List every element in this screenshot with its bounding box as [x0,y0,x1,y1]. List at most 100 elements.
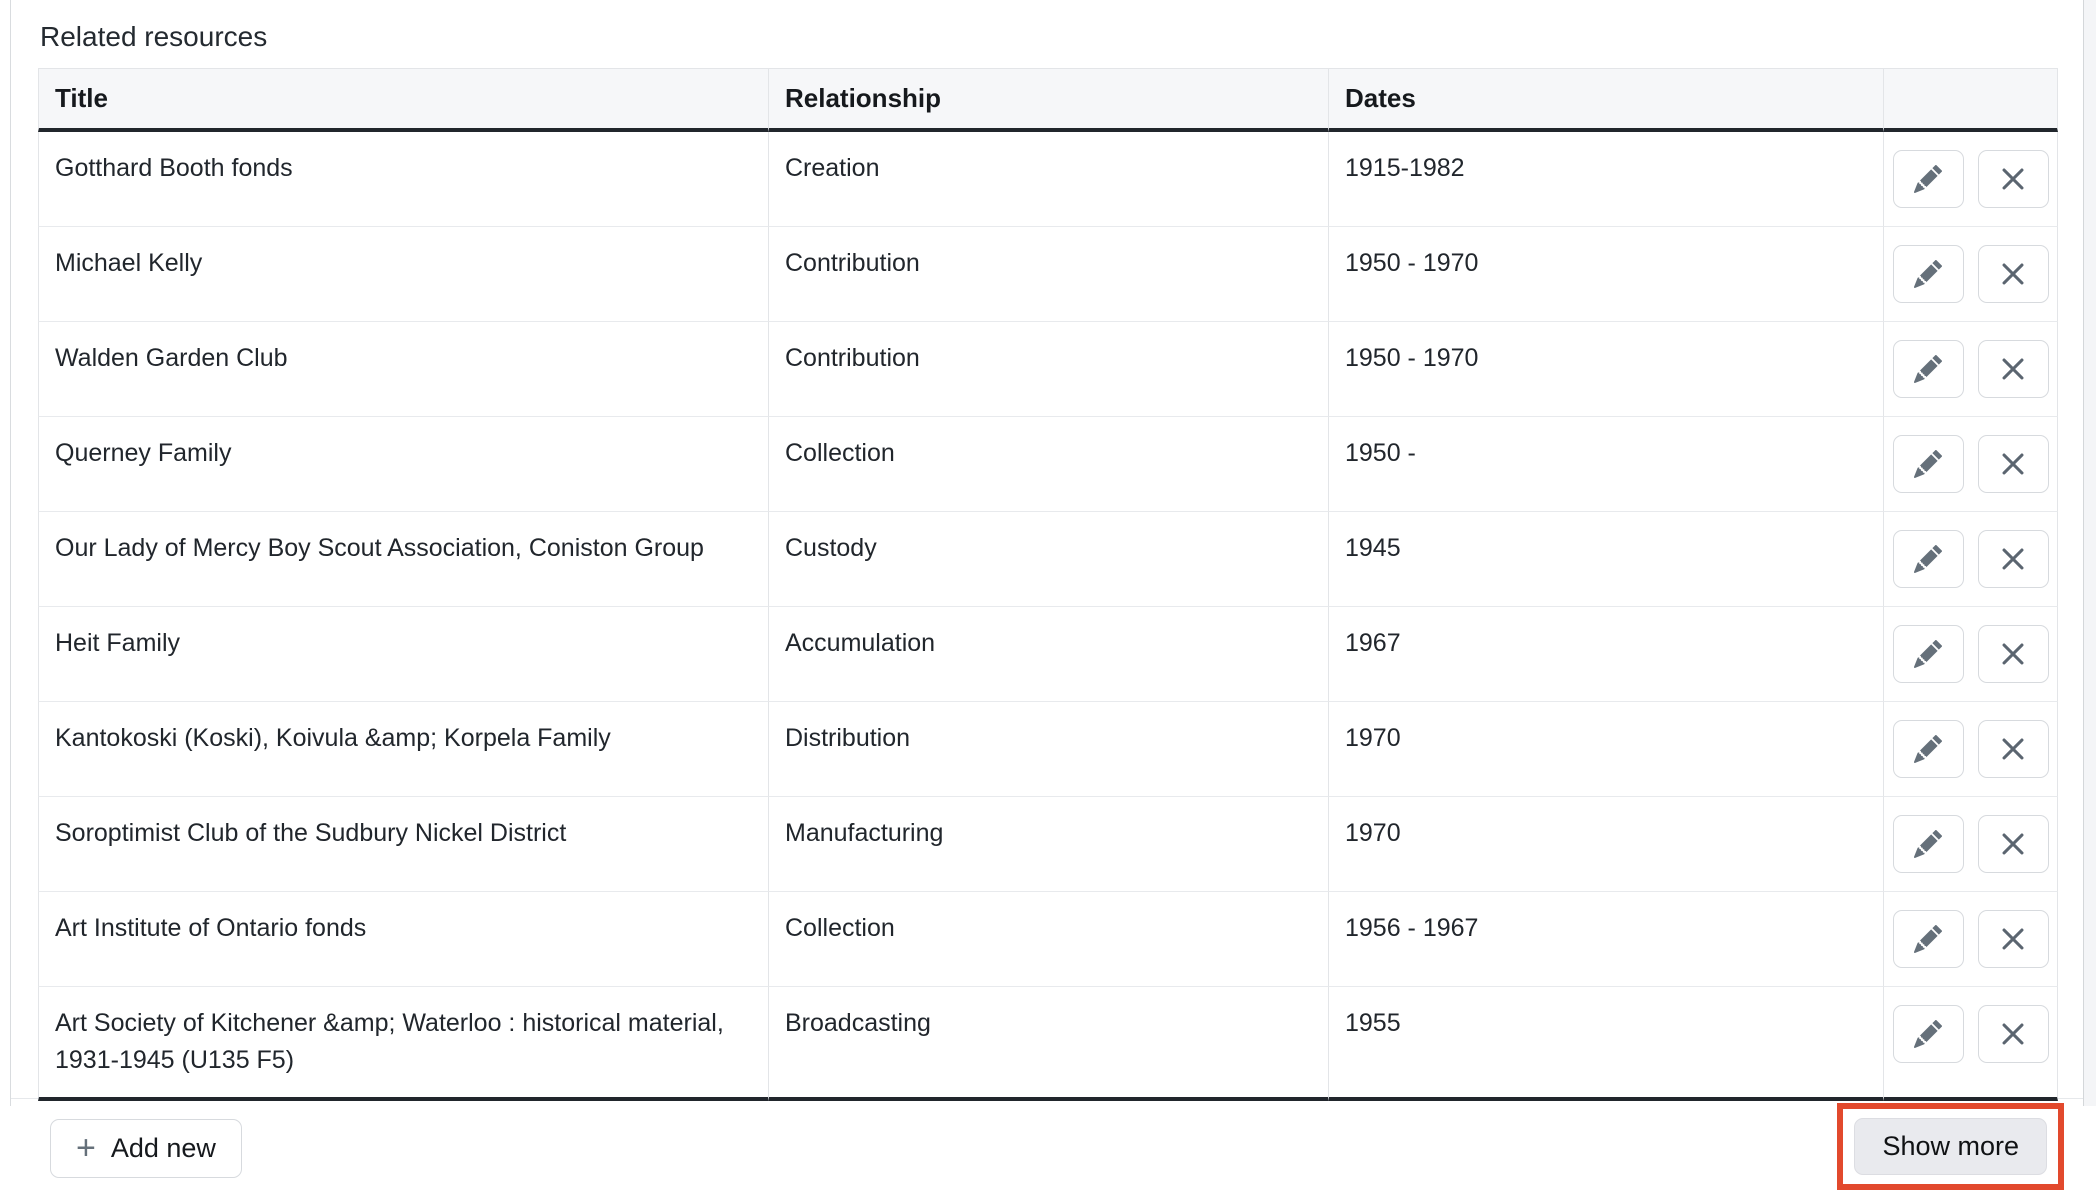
delete-button[interactable] [1977,530,2049,588]
row-actions [1892,1005,2049,1063]
title-cell: Querney Family [38,417,768,512]
dates-cell: 1955 [1328,987,1883,1101]
edit-button[interactable] [1892,625,1964,683]
relationship-cell: Contribution [768,227,1328,322]
table-row: Art Institute of Ontario fonds Collectio… [38,892,2058,987]
x-icon [2000,831,2026,857]
row-actions [1892,245,2049,303]
table-row: Walden Garden Club Contribution 1950 - 1… [38,322,2058,417]
show-more-button[interactable]: Show more [1854,1118,2047,1175]
dates-cell: 1950 - 1970 [1328,227,1883,322]
row-actions [1892,340,2049,398]
actions-cell [1883,132,2058,227]
column-header-relationship: Relationship [768,68,1328,132]
delete-button[interactable] [1977,435,2049,493]
edit-button[interactable] [1892,150,1964,208]
related-resources-table: Title Relationship Dates Gotthard Booth … [38,68,2058,1101]
x-icon [2000,356,2026,382]
relationship-cell: Creation [768,132,1328,227]
add-new-label: Add new [110,1133,216,1163]
relationship-cell: Collection [768,417,1328,512]
edit-button[interactable] [1892,815,1964,873]
x-icon [2000,736,2026,762]
table-row: Gotthard Booth fonds Creation 1915-1982 [38,132,2058,227]
row-actions [1892,625,2049,683]
actions-cell [1883,797,2058,892]
relationship-cell: Accumulation [768,607,1328,702]
title-cell: Art Institute of Ontario fonds [38,892,768,987]
actions-cell [1883,892,2058,987]
x-icon [2000,166,2026,192]
title-cell: Soroptimist Club of the Sudbury Nickel D… [38,797,768,892]
pencil-icon [1914,260,1942,288]
x-icon [2000,261,2026,287]
column-header-dates: Dates [1328,68,1883,132]
dates-cell: 1967 [1328,607,1883,702]
table-row: Querney Family Collection 1950 - [38,417,2058,512]
dates-cell: 1950 - [1328,417,1883,512]
relationship-cell: Broadcasting [768,987,1328,1101]
edit-button[interactable] [1892,340,1964,398]
section-title: Related resources [40,21,268,52]
pencil-icon [1914,735,1942,763]
pencil-icon [1914,355,1942,383]
edit-button[interactable] [1892,720,1964,778]
column-header-title: Title [38,68,768,132]
table-row: Art Society of Kitchener &amp; Waterloo … [38,987,2058,1101]
delete-button[interactable] [1977,910,2049,968]
related-resources-section: Related resources Title Relationship Dat… [38,20,2064,1190]
delete-button[interactable] [1977,245,2049,303]
annotation-highlight: Show more [1837,1103,2064,1190]
title-cell: Michael Kelly [38,227,768,322]
edit-button[interactable] [1892,1005,1964,1063]
dates-cell: 1970 [1328,702,1883,797]
table-row: Heit Family Accumulation 1967 [38,607,2058,702]
actions-cell [1883,987,2058,1101]
pencil-icon [1914,450,1942,478]
title-cell: Art Society of Kitchener &amp; Waterloo … [38,987,768,1101]
table-body: Gotthard Booth fonds Creation 1915-1982 [38,132,2058,1101]
row-actions [1892,815,2049,873]
table-row: Soroptimist Club of the Sudbury Nickel D… [38,797,2058,892]
x-icon [2000,546,2026,572]
delete-button[interactable] [1977,1005,2049,1063]
title-cell: Walden Garden Club [38,322,768,417]
pencil-icon [1914,545,1942,573]
plus-icon: + [76,1128,96,1167]
delete-button[interactable] [1977,340,2049,398]
table-footer: + Add new Show more [38,1103,2064,1190]
relationship-cell: Contribution [768,322,1328,417]
title-cell: Kantokoski (Koski), Koivula &amp; Korpel… [38,702,768,797]
edit-button[interactable] [1892,530,1964,588]
add-new-button[interactable]: + Add new [50,1119,242,1178]
dates-cell: 1956 - 1967 [1328,892,1883,987]
actions-cell [1883,227,2058,322]
delete-button[interactable] [1977,625,2049,683]
pencil-icon [1914,925,1942,953]
panel-left-border [10,0,11,1106]
edit-button[interactable] [1892,435,1964,493]
x-icon [2000,1021,2026,1047]
row-actions [1892,435,2049,493]
table-row: Our Lady of Mercy Boy Scout Association,… [38,512,2058,607]
title-cell: Our Lady of Mercy Boy Scout Association,… [38,512,768,607]
delete-button[interactable] [1977,720,2049,778]
relationship-cell: Custody [768,512,1328,607]
title-cell: Gotthard Booth fonds [38,132,768,227]
actions-cell [1883,417,2058,512]
relationship-cell: Manufacturing [768,797,1328,892]
delete-button[interactable] [1977,815,2049,873]
pencil-icon [1914,830,1942,858]
edit-button[interactable] [1892,910,1964,968]
dates-cell: 1945 [1328,512,1883,607]
panel-right-border [2083,0,2084,1106]
table-row: Michael Kelly Contribution 1950 - 1970 [38,227,2058,322]
edit-button[interactable] [1892,245,1964,303]
dates-cell: 1950 - 1970 [1328,322,1883,417]
pencil-icon [1914,640,1942,668]
title-cell: Heit Family [38,607,768,702]
column-header-actions [1883,68,2058,132]
dates-cell: 1970 [1328,797,1883,892]
delete-button[interactable] [1977,150,2049,208]
row-actions [1892,530,2049,588]
